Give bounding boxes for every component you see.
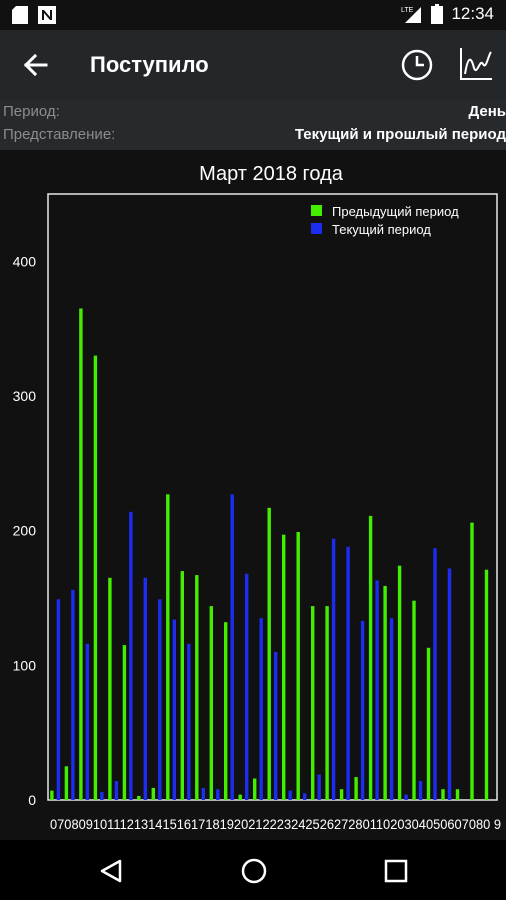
bar-current xyxy=(404,794,408,800)
bar-previous xyxy=(151,787,155,800)
nav-home-icon[interactable] xyxy=(240,857,268,885)
bar-previous xyxy=(253,778,257,800)
bar-previous xyxy=(311,606,315,800)
bar-previous xyxy=(470,522,474,800)
bar-current xyxy=(216,789,220,800)
bar-current xyxy=(303,793,307,800)
bar-current xyxy=(447,568,452,800)
bar-current xyxy=(346,546,350,800)
bar-current xyxy=(158,599,162,800)
bar-previous xyxy=(296,532,300,800)
bar-previous xyxy=(397,565,402,800)
bar-previous xyxy=(282,534,286,800)
page-title: Поступило xyxy=(90,52,209,77)
back-arrow-icon[interactable] xyxy=(20,50,50,80)
bar-previous xyxy=(368,515,373,800)
y-tick-label: 200 xyxy=(13,523,37,539)
bar-previous xyxy=(137,796,141,800)
y-tick-label: 100 xyxy=(13,657,37,673)
period-row[interactable]: Период: День xyxy=(0,103,506,125)
bar-previous xyxy=(238,794,242,800)
plot-frame xyxy=(47,193,498,801)
navigation-bar xyxy=(0,840,506,900)
period-label: Период: xyxy=(3,103,60,120)
legend-swatch xyxy=(311,223,322,234)
bar-previous xyxy=(383,585,387,800)
y-tick-label: 300 xyxy=(13,388,37,404)
sd-card-icon xyxy=(12,6,28,24)
bar-previous xyxy=(50,790,54,800)
battery-icon xyxy=(431,4,444,24)
view-row[interactable]: Представление: Текущий и прошлый период xyxy=(0,126,506,148)
bar-current xyxy=(114,781,119,800)
y-tick-label: 400 xyxy=(13,253,37,269)
bar-current xyxy=(129,511,133,800)
bar-current xyxy=(56,599,61,800)
bar-previous xyxy=(195,575,199,800)
view-value[interactable]: Текущий и прошлый период xyxy=(294,126,506,143)
n-notification-icon xyxy=(38,6,56,24)
bar-current xyxy=(331,538,336,800)
nav-back-icon[interactable] xyxy=(98,858,124,884)
bar-previous xyxy=(354,777,358,800)
chart-area: Март 2018 года 0 100 200 300 400 0708091011121… xyxy=(0,150,506,840)
period-value[interactable]: День xyxy=(468,103,506,120)
clock-icon[interactable] xyxy=(400,48,434,82)
bar-current xyxy=(259,618,263,800)
bar-previous xyxy=(267,507,271,800)
bar-previous xyxy=(412,600,416,800)
parameters-panel[interactable]: Период: День Представление: Текущий и пр… xyxy=(0,100,506,150)
bar-previous xyxy=(455,789,460,800)
bar-previous xyxy=(64,766,69,800)
signal-icon: LTE xyxy=(401,7,422,23)
bar-current xyxy=(360,620,365,800)
bar-current xyxy=(375,580,379,800)
bar-chart: Март 2018 года 0 100 200 300 400 0708091011121… xyxy=(13,163,502,832)
chart-type-icon[interactable] xyxy=(458,46,494,82)
bar-previous xyxy=(108,577,112,800)
svg-text:LTE: LTE xyxy=(401,7,414,14)
bar-previous xyxy=(166,494,170,800)
chart-title: Март 2018 года xyxy=(199,163,344,185)
bar-current xyxy=(230,494,234,800)
bar-previous xyxy=(426,647,431,800)
bar-previous xyxy=(224,622,228,800)
bar-current xyxy=(433,548,437,800)
bar-previous xyxy=(180,571,184,800)
bar-current xyxy=(418,781,423,800)
status-bar: LTE 12:34 xyxy=(0,0,506,30)
bar-previous xyxy=(441,789,445,800)
bar-previous xyxy=(325,606,329,800)
status-time: 12:34 xyxy=(451,4,494,23)
bar-previous xyxy=(79,308,83,800)
bar-current xyxy=(100,791,104,800)
bar-current xyxy=(317,774,321,800)
bar-current xyxy=(172,619,176,800)
x-tick-labels: 0708091011121314151617181920212223242526… xyxy=(50,816,501,832)
legend-label: Текущий период xyxy=(332,222,431,237)
legend-label: Предыдущий период xyxy=(332,204,459,219)
bar-current xyxy=(389,618,394,800)
legend-swatch xyxy=(311,205,322,216)
bar-current xyxy=(143,577,147,800)
bar-current xyxy=(71,589,75,800)
app-bar: Поступило xyxy=(0,30,506,100)
bar-previous xyxy=(122,645,127,800)
bar-previous xyxy=(484,569,489,800)
y-tick-label: 0 xyxy=(28,792,36,808)
bar-current xyxy=(85,643,90,800)
bar-previous xyxy=(93,355,98,800)
bar-previous xyxy=(339,789,344,800)
bar-current xyxy=(245,573,249,800)
bar-current xyxy=(274,651,278,800)
nav-recents-icon[interactable] xyxy=(384,859,408,883)
bar-current xyxy=(288,790,292,800)
bar-current xyxy=(187,643,191,800)
view-label: Представление: xyxy=(3,126,116,143)
bar-previous xyxy=(209,606,213,800)
bar-current xyxy=(201,787,205,800)
